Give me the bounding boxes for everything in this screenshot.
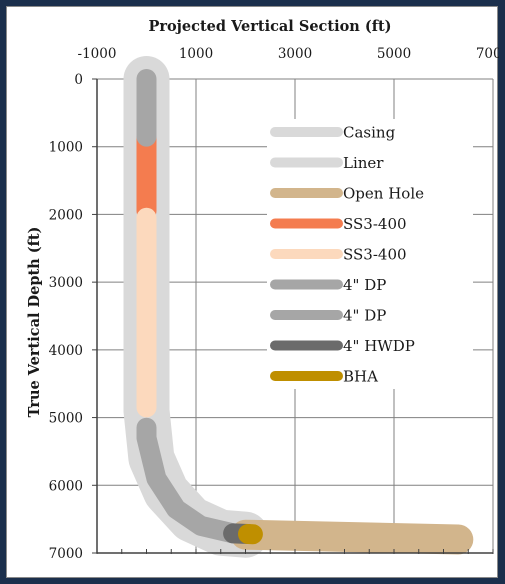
legend-label: SS3-400	[343, 246, 407, 264]
y-tick-label: 0	[74, 72, 83, 88]
y-tick-label: 3000	[49, 275, 83, 291]
legend-label: Liner	[343, 154, 384, 172]
chart-svg: 0 1000 2000 3000 4000 5000 6000 7000 -1000 1000 30…	[26, 18, 499, 562]
y-tick-label: 6000	[49, 478, 83, 494]
legend-label: Casing	[343, 124, 396, 142]
y-tick-label: 5000	[49, 411, 83, 427]
legend-label: 4" HWDP	[343, 337, 415, 355]
x-tick-label: 7000	[476, 46, 499, 62]
x-tick-label: 1000	[179, 46, 213, 62]
legend-label: BHA	[343, 368, 378, 386]
x-tick-label: -1000	[78, 46, 117, 62]
axes: 0 1000 2000 3000 4000 5000 6000 7000 -1000 1000 30…	[49, 46, 499, 562]
legend: Casing Liner Open Hole SS3-400 SS3-400 4" DP 4…	[267, 119, 473, 389]
y-tick-label: 1000	[49, 140, 83, 156]
x-tick-label: 5000	[377, 46, 411, 62]
chart-frame: 0 1000 2000 3000 4000 5000 6000 7000 -1000 1000 30…	[6, 6, 499, 578]
y-tick-label: 2000	[49, 207, 83, 223]
legend-label: Open Hole	[343, 185, 424, 203]
y-tick-label: 4000	[49, 343, 83, 359]
plot-series	[123, 56, 474, 558]
x-tick-label: 3000	[278, 46, 312, 62]
series-line	[136, 417, 244, 544]
legend-label: 4" DP	[343, 307, 386, 325]
chart-title: Projected Vertical Section (ft)	[148, 18, 391, 35]
legend-label: 4" DP	[343, 276, 386, 294]
y-tick-label: 7000	[49, 546, 83, 562]
y-axis-title: True Vertical Depth (ft)	[26, 227, 43, 418]
series-line	[230, 519, 474, 555]
legend-label: SS3-400	[343, 215, 407, 233]
